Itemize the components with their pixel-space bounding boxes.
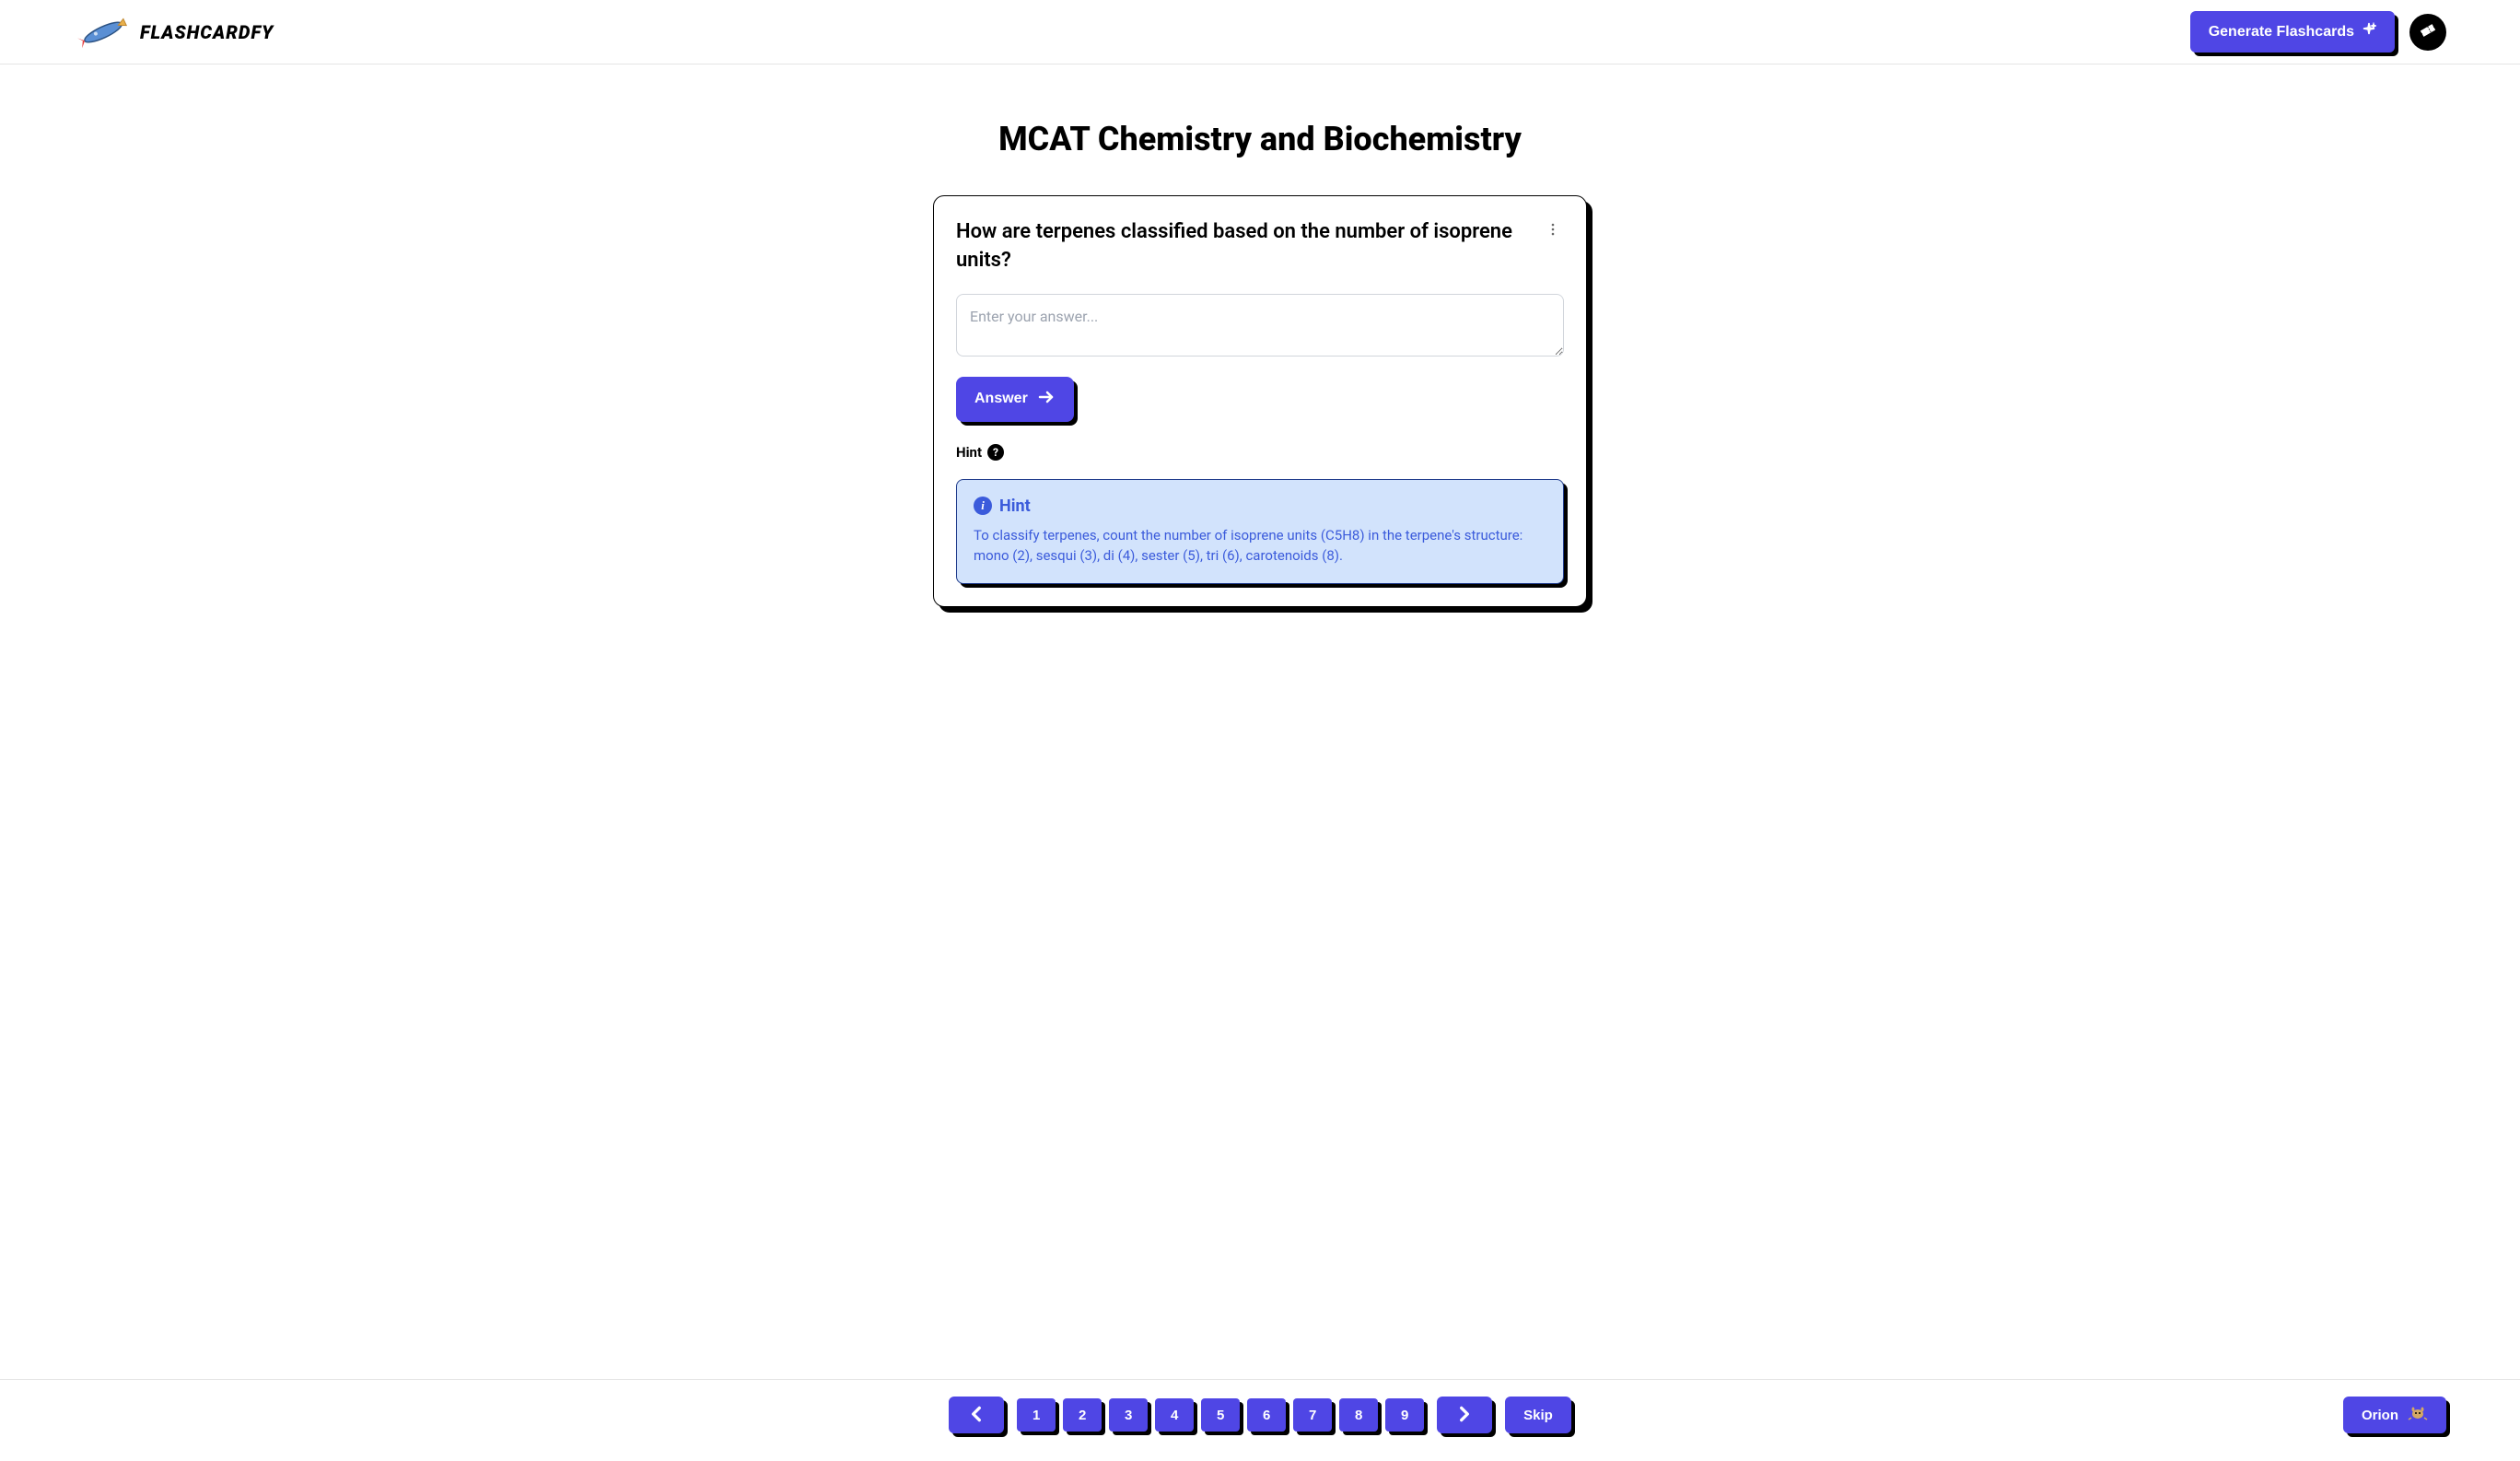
info-icon: i xyxy=(974,497,992,515)
more-options-button[interactable] xyxy=(1542,218,1564,243)
page-numbers: 123456789 xyxy=(1017,1398,1424,1432)
logo-container[interactable]: FLASHCARDFY xyxy=(74,16,274,49)
page-title: MCAT Chemistry and Biochemistry xyxy=(998,120,1522,158)
page-number-button-1[interactable]: 1 xyxy=(1017,1398,1056,1432)
header-actions: Generate Flashcards xyxy=(2190,11,2446,53)
vertical-dots-icon xyxy=(1546,226,1560,240)
chevron-left-icon xyxy=(966,1404,986,1427)
flashcard: How are terpenes classified based on the… xyxy=(933,195,1587,607)
answer-label: Answer xyxy=(974,391,1028,407)
orion-button[interactable]: Orion xyxy=(2343,1397,2446,1433)
chevron-right-icon xyxy=(1454,1404,1475,1427)
generate-flashcards-button[interactable]: Generate Flashcards xyxy=(2190,11,2395,53)
orion-mascot-icon xyxy=(2408,1405,2428,1425)
page-number-button-8[interactable]: 8 xyxy=(1339,1398,1378,1432)
orion-label: Orion xyxy=(2362,1408,2398,1423)
hint-toggle[interactable]: Hint ? xyxy=(956,444,1564,461)
app-header: FLASHCARDFY Generate Flashcards xyxy=(0,0,2520,64)
page-number-button-4[interactable]: 4 xyxy=(1155,1398,1194,1432)
nav-center: 123456789 Skip xyxy=(949,1397,1571,1433)
page-number-button-5[interactable]: 5 xyxy=(1201,1398,1240,1432)
hint-toggle-label: Hint xyxy=(956,444,982,461)
answer-button[interactable]: Answer xyxy=(956,377,1074,422)
page-number-button-7[interactable]: 7 xyxy=(1293,1398,1332,1432)
hint-box: i Hint To classify terpenes, count the n… xyxy=(956,479,1564,584)
page-number-button-9[interactable]: 9 xyxy=(1385,1398,1424,1432)
rocket-pencil-icon xyxy=(74,16,133,49)
hint-box-header: i Hint xyxy=(974,497,1546,516)
generate-label: Generate Flashcards xyxy=(2209,24,2354,41)
ticket-icon xyxy=(2418,20,2438,43)
ticket-button[interactable] xyxy=(2409,14,2446,51)
page-number-button-6[interactable]: 6 xyxy=(1247,1398,1286,1432)
prev-button[interactable] xyxy=(949,1397,1004,1433)
page-number-button-3[interactable]: 3 xyxy=(1109,1398,1148,1432)
logo-text: FLASHCARDFY xyxy=(140,21,274,43)
arrow-right-icon xyxy=(1037,388,1056,411)
question-mark-icon: ? xyxy=(987,444,1004,461)
sparkle-icon xyxy=(2362,22,2376,41)
footer-nav: 123456789 Skip Orion xyxy=(0,1379,2520,1461)
page-number-button-2[interactable]: 2 xyxy=(1063,1398,1102,1432)
answer-input[interactable] xyxy=(956,294,1564,356)
next-button[interactable] xyxy=(1437,1397,1492,1433)
question-text: How are terpenes classified based on the… xyxy=(956,218,1531,275)
skip-button[interactable]: Skip xyxy=(1505,1397,1571,1433)
hint-box-title: Hint xyxy=(999,497,1031,516)
card-header: How are terpenes classified based on the… xyxy=(956,218,1564,275)
main-content: MCAT Chemistry and Biochemistry How are … xyxy=(0,64,2520,1379)
hint-box-text: To classify terpenes, count the number o… xyxy=(974,525,1546,567)
